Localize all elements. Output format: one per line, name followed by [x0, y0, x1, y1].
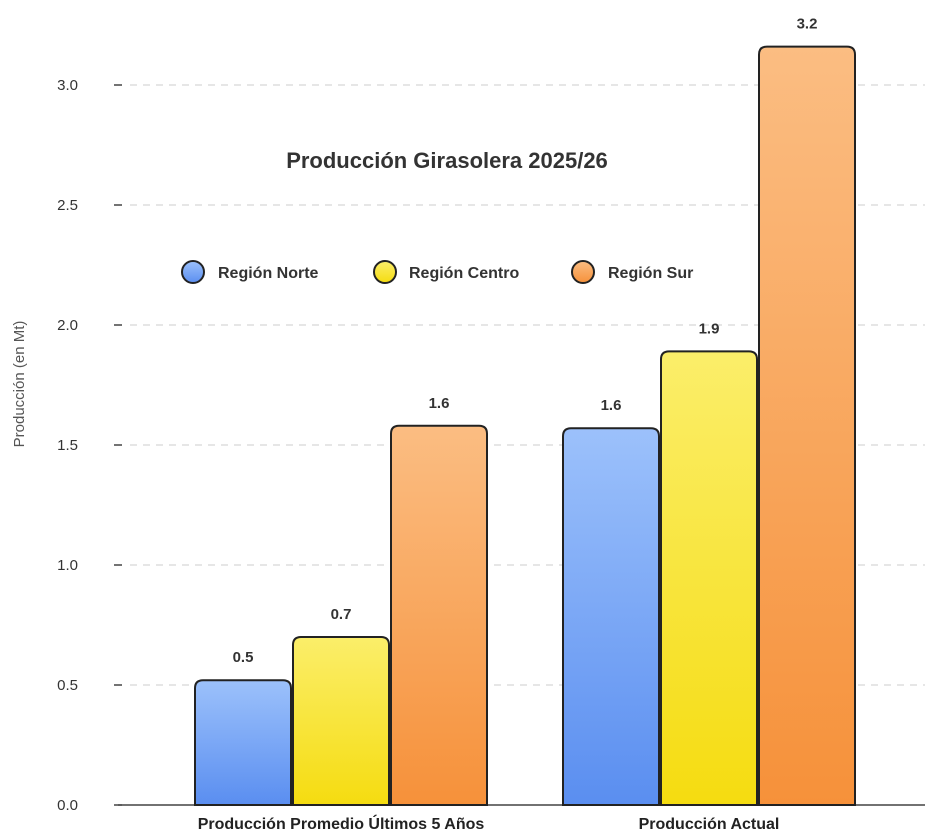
- legend-marker: [181, 260, 205, 284]
- bar-regi-n-centro-1: [660, 350, 758, 806]
- x-category-label: Producción Actual: [639, 816, 780, 833]
- legend-marker: [373, 260, 397, 284]
- y-tick-label: 1.0: [57, 557, 78, 574]
- legend-label: Región Centro: [409, 265, 519, 282]
- data-label: 0.5: [233, 649, 254, 666]
- data-labels: 0.5 0.7 1.6 1.6 1.9 3.2: [233, 16, 818, 667]
- y-axis-label: Producción (en Mt): [11, 321, 28, 448]
- bar-regi-n-norte-0: [194, 679, 292, 806]
- data-label: 1.9: [699, 320, 720, 337]
- y-tick-label: 2.5: [57, 197, 78, 214]
- data-label: 1.6: [601, 397, 622, 414]
- legend-marker: [571, 260, 595, 284]
- bar-regi-n-sur-1: [758, 45, 856, 806]
- bar-regi-n-sur-0: [390, 424, 488, 806]
- bar-regi-n-norte-1: [562, 427, 660, 806]
- y-tick-label: 0.5: [57, 677, 78, 694]
- data-label: 0.7: [331, 606, 352, 623]
- data-label: 3.2: [797, 16, 818, 33]
- bar-regi-n-centro-0: [292, 636, 390, 806]
- y-tick-label: 3.0: [57, 77, 78, 94]
- legend-label: Región Norte: [218, 265, 319, 282]
- legend: Región Norte Región Centro Región Sur: [181, 260, 693, 284]
- data-label: 1.6: [429, 395, 450, 412]
- legend-label: Región Sur: [608, 265, 693, 282]
- y-tick-label: 0.0: [57, 797, 78, 814]
- chart-title: Producción Girasolera 2025/26: [286, 148, 608, 173]
- x-category-label: Producción Promedio Últimos 5 Años: [198, 814, 485, 833]
- y-tick-label: 2.0: [57, 317, 78, 334]
- y-tick-label: 1.5: [57, 437, 78, 454]
- bars: [194, 45, 856, 806]
